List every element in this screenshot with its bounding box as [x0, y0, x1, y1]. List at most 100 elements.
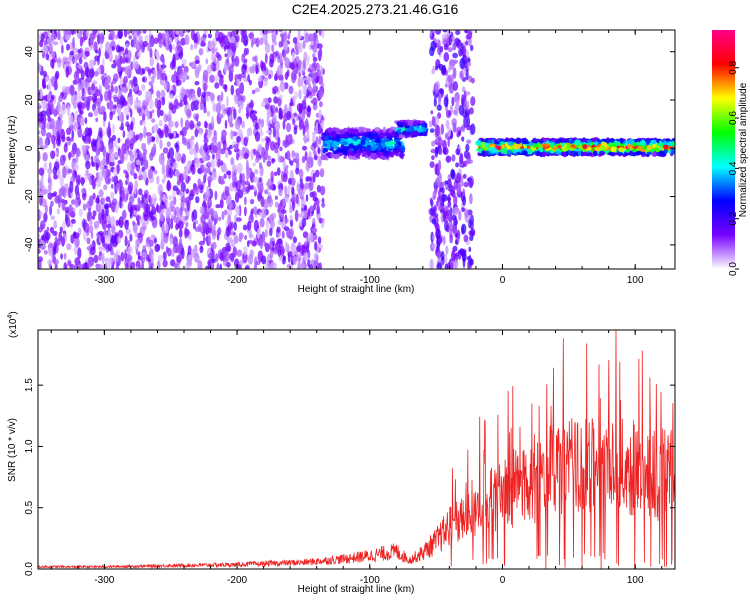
- spectrogram-cell: [107, 243, 112, 252]
- spectrogram-cell: [302, 252, 309, 262]
- spectrogram-cell: [252, 162, 256, 167]
- colorbar-tick-label: 0.8: [728, 60, 739, 74]
- spectrogram-cell: [242, 224, 248, 231]
- spectrogram-cell: [357, 132, 362, 137]
- spectrogram-cell: [462, 195, 467, 206]
- spectrogram-cell: [382, 126, 387, 132]
- spectrogram-cell: [63, 262, 67, 269]
- spectrogram-cell: [84, 78, 90, 83]
- spectrogram-cell: [129, 169, 135, 176]
- spectrogram-cell: [146, 132, 153, 144]
- spectrogram-cell: [455, 162, 460, 168]
- spectrogram-cell: [307, 157, 314, 169]
- spectrogram-cell: [302, 128, 306, 136]
- spectrogram-cell: [292, 200, 295, 212]
- spectrogram-cell: [466, 139, 472, 144]
- spectrogram-cell: [318, 135, 322, 146]
- spectrogram-cell: [500, 148, 505, 154]
- spectrogram-cell: [133, 210, 138, 216]
- spectrogram-cell: [313, 252, 319, 261]
- spectrogram-cell: [248, 239, 254, 245]
- spectrogram-cell: [225, 242, 231, 252]
- spectrogram-cell: [308, 77, 313, 82]
- spectrogram-cell: [461, 225, 465, 235]
- spectrogram-cell: [57, 56, 62, 68]
- spectrogram-cell: [48, 247, 53, 257]
- spectrogram-cell: [40, 126, 47, 137]
- spectrogram-cell: [149, 152, 154, 161]
- colorbar-ticks: 0.00.20.40.60.8: [728, 60, 739, 276]
- spectrogram-cell: [65, 66, 70, 78]
- spectrogram-cell: [308, 180, 314, 191]
- spectrogram-cell: [251, 40, 254, 48]
- spectrogram-cell: [439, 88, 444, 95]
- spectrogram-cell: [84, 117, 88, 125]
- spectrogram-cell: [77, 116, 81, 123]
- spectrogram-cell: [73, 94, 77, 105]
- spectrogram-cell: [467, 209, 473, 216]
- spectrogram-cell: [586, 152, 593, 157]
- spectrogram-cell: [434, 82, 439, 95]
- spectrogram-cell: [298, 105, 303, 115]
- snr-x-tick-label: 0: [500, 575, 506, 586]
- spectrogram-cell: [438, 205, 444, 210]
- spectrogram-cell: [130, 121, 134, 131]
- spectrogram-cell: [130, 261, 136, 269]
- spectrogram-cell: [58, 231, 62, 242]
- spectrogram-cell: [187, 200, 190, 212]
- spectrogram-cell: [238, 100, 244, 110]
- spectrogram-cell: [50, 33, 57, 41]
- spectrogram-cell: [463, 234, 469, 243]
- spectrogram-cell: [470, 96, 476, 107]
- spectrogram-cell: [144, 91, 149, 103]
- spectrogram-cell: [283, 30, 287, 42]
- spectrogram-cell: [317, 236, 322, 245]
- spectrogram-cell: [151, 118, 156, 123]
- spectrogram-cell: [172, 74, 177, 84]
- spectrogram-cell: [241, 120, 245, 129]
- spectrogram-cell: [142, 119, 146, 127]
- spectrogram-cell: [207, 234, 212, 246]
- spectrogram-cell: [214, 190, 218, 201]
- spectrogram-cell: [76, 174, 81, 186]
- spectrogram-cell: [284, 185, 288, 196]
- spectrogram-cell: [246, 110, 249, 120]
- spectrogram-cell: [451, 96, 455, 107]
- spectrogram-cell: [194, 67, 201, 75]
- spectrogram-cell: [186, 30, 190, 33]
- spectrogram-cell: [53, 230, 58, 236]
- spectrogram-cell: [223, 209, 228, 216]
- spectrogram-cell: [308, 91, 312, 96]
- spectrogram-cell: [297, 59, 303, 66]
- spectrogram-cell: [461, 207, 466, 213]
- spectrogram-cell: [297, 261, 302, 269]
- spectrogram-cell: [59, 36, 63, 46]
- spectrogram-cell: [312, 61, 318, 68]
- spectrogram-x-tick-label: -300: [94, 275, 114, 286]
- spectrogram-cell: [213, 130, 218, 142]
- spectrogram-cell: [157, 259, 161, 269]
- spectrogram-cell: [392, 149, 398, 153]
- spectrogram-cell: [154, 243, 160, 253]
- spectrogram-cell: [47, 192, 53, 200]
- spectrogram-cell: [109, 257, 113, 267]
- spectrogram-cell: [196, 121, 201, 127]
- spectrogram-cell: [441, 187, 445, 194]
- spectrogram-cell: [215, 102, 222, 114]
- spectrogram-cell: [306, 54, 310, 66]
- spectrogram-cell: [150, 83, 154, 93]
- spectrogram-cell: [237, 189, 244, 199]
- spectrogram-cell: [260, 138, 266, 143]
- spectrogram-cell: [532, 137, 537, 143]
- spectrogram-cell: [312, 134, 316, 143]
- spectrogram-cell: [297, 187, 303, 196]
- spectrogram-cell: [53, 220, 57, 230]
- spectrogram-cell: [155, 133, 160, 144]
- spectrogram-cell: [238, 264, 242, 269]
- spectrogram-cell: [95, 49, 99, 54]
- spectrogram-cell: [173, 70, 177, 77]
- spectrogram-cell: [287, 133, 293, 145]
- spectrogram-cell: [70, 149, 75, 158]
- spectrogram-cell: [458, 210, 462, 222]
